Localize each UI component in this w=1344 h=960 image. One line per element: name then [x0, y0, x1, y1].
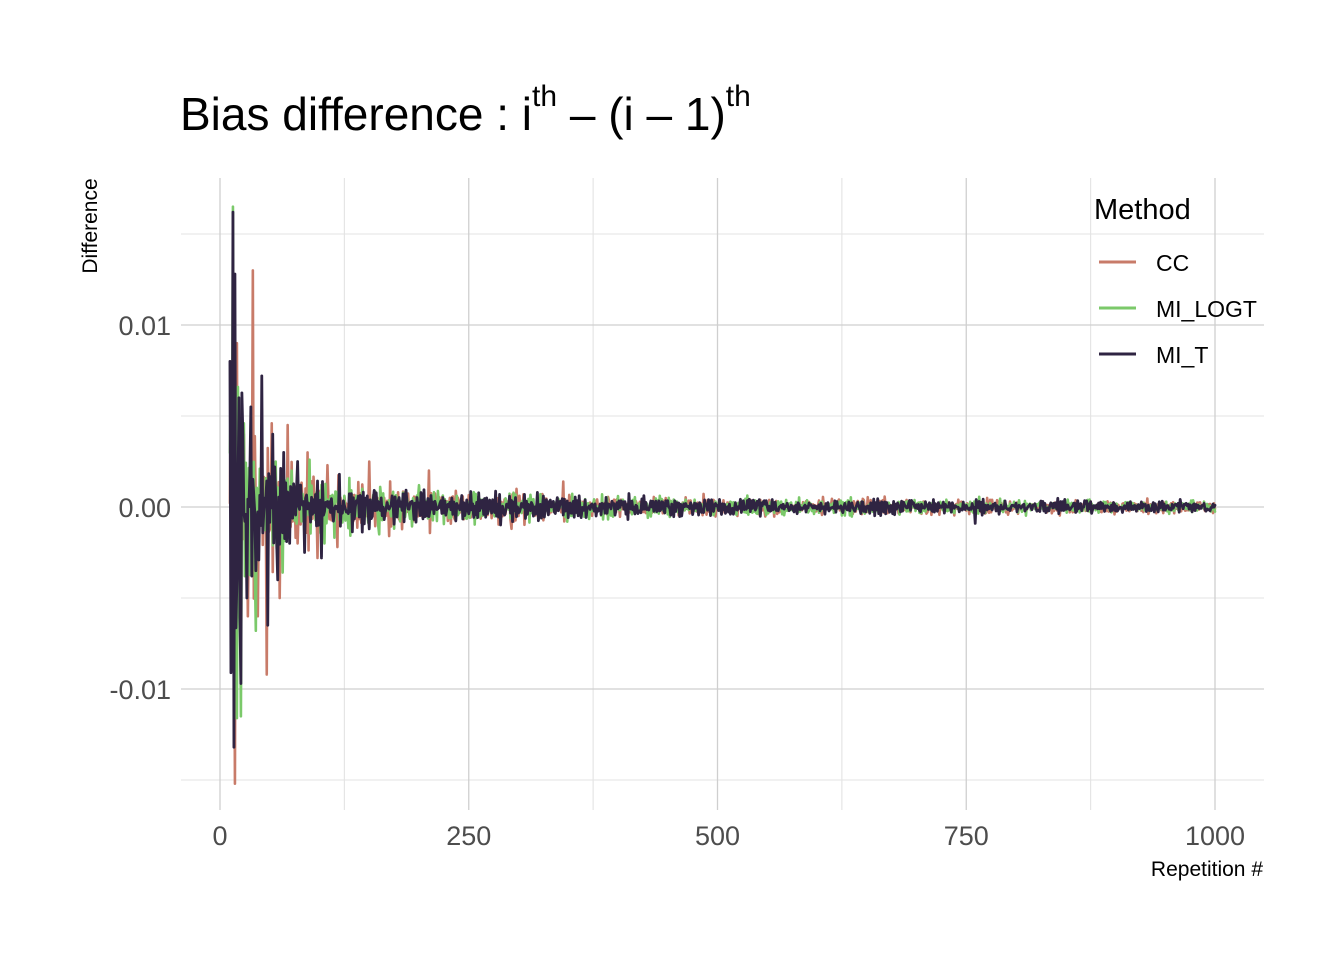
x-tick-label: 500 — [695, 821, 740, 851]
x-tick-label: 250 — [446, 821, 491, 851]
legend-label-mi-t: MI_T — [1156, 342, 1208, 368]
x-axis-title: Repetition # — [1151, 858, 1263, 881]
major-gridlines — [181, 178, 1264, 810]
x-axis-ticks: 0 250 500 750 1000 — [212, 821, 1245, 851]
y-tick-label: 0.00 — [118, 493, 171, 523]
y-tick-label: 0.01 — [118, 311, 171, 341]
y-axis-ticks: -0.01 0.00 0.01 — [109, 311, 171, 705]
legend: Method CC MI_LOGT MI_T — [1094, 194, 1257, 368]
minor-gridlines — [181, 178, 1264, 810]
y-tick-label: -0.01 — [109, 675, 171, 705]
x-tick-label: 0 — [212, 821, 227, 851]
x-tick-label: 1000 — [1185, 821, 1245, 851]
legend-title: Method — [1094, 194, 1191, 226]
title-sup-2: th — [726, 80, 751, 113]
y-axis-title: Difference — [79, 178, 102, 273]
series-lines — [228, 205, 1217, 785]
series-line-mi-logt — [228, 205, 1217, 720]
title-middle: – (i – 1) — [557, 88, 726, 140]
x-tick-label: 750 — [944, 821, 989, 851]
legend-items: CC MI_LOGT MI_T — [1099, 250, 1257, 368]
legend-label-mi-logt: MI_LOGT — [1156, 296, 1257, 322]
chart-title: Bias difference : ith – (i – 1)th — [180, 80, 751, 140]
legend-label-cc: CC — [1156, 250, 1189, 276]
title-sup-1: th — [532, 80, 557, 113]
title-prefix: Bias difference : i — [180, 88, 532, 140]
series-line-mi-t — [228, 210, 1217, 749]
